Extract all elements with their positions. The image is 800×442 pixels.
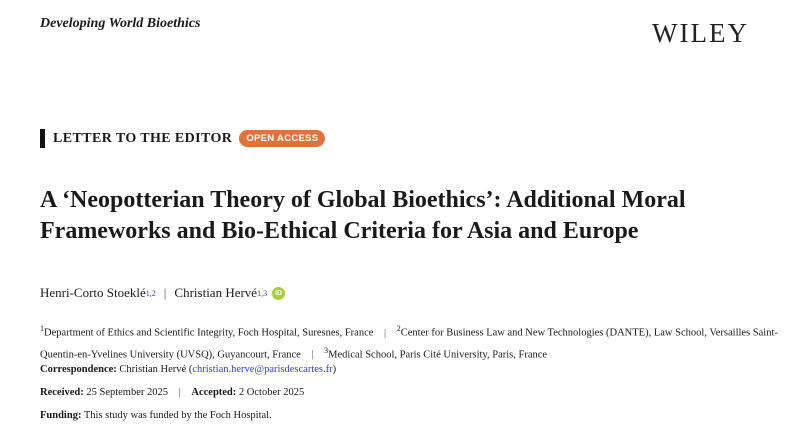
accepted-label: Accepted: [191, 387, 237, 398]
affiliation-number: 1 [40, 324, 44, 333]
section-label: LETTER TO THE EDITOR [53, 130, 233, 146]
affiliation: Center for Business Law and New Technolo… [40, 327, 778, 361]
affiliations: 1Department of Ethics and Scientific Int… [40, 320, 780, 363]
author-name[interactable]: Christian Hervé [174, 285, 258, 300]
author-affiliation-ref[interactable]: 1,3 [257, 288, 268, 298]
separator: | [178, 387, 181, 398]
correspondence-email-link[interactable]: christian.herve@parisdescartes.fr [192, 364, 333, 375]
author-affiliation-ref[interactable]: 1,2 [145, 288, 156, 298]
affiliation: Department of Ethics and Scientific Inte… [44, 327, 374, 339]
wiley-logo[interactable]: WILEY [652, 18, 749, 48]
correspondence-name: Christian Hervé [119, 364, 187, 375]
accepted-date: 2 October 2025 [238, 387, 305, 398]
author-name[interactable]: Henri-Corto Stoeklé [40, 285, 146, 300]
article-title: A ‘Neopotterian Theory of Global Bioethi… [40, 187, 686, 244]
article-type: LETTER TO THE EDITOR OPEN ACCESS [40, 129, 326, 148]
dates: Received: 25 September 2025 | Accepted: … [40, 387, 304, 398]
separator: | [384, 327, 387, 339]
affiliation-number: 3 [324, 345, 329, 355]
funding-text: This study was funded by the Foch Hospit… [83, 410, 272, 421]
section-bar [40, 129, 45, 148]
funding-label: Funding: [40, 410, 82, 421]
separator: | [311, 349, 314, 360]
separator: | [163, 285, 167, 300]
open-access-badge: OPEN ACCESS [239, 130, 326, 147]
journal-name[interactable]: Developing World Bioethics [40, 16, 201, 31]
received-label: Received: [40, 387, 84, 398]
received-date: 25 September 2025 [86, 387, 169, 398]
affiliation-number: 2 [396, 324, 401, 333]
author-list: Henri-Corto Stoeklé 1,2 | Christian Hervé… [40, 285, 286, 301]
correspondence-label: Correspondence: [40, 364, 117, 375]
funding: Funding: This study was funded by the Fo… [40, 410, 272, 421]
correspondence: Correspondence: Christian Hervé (christi… [40, 364, 337, 375]
affiliation: Medical School, Paris Cité University, P… [328, 349, 548, 360]
orcid-icon[interactable]: iD [272, 286, 286, 300]
